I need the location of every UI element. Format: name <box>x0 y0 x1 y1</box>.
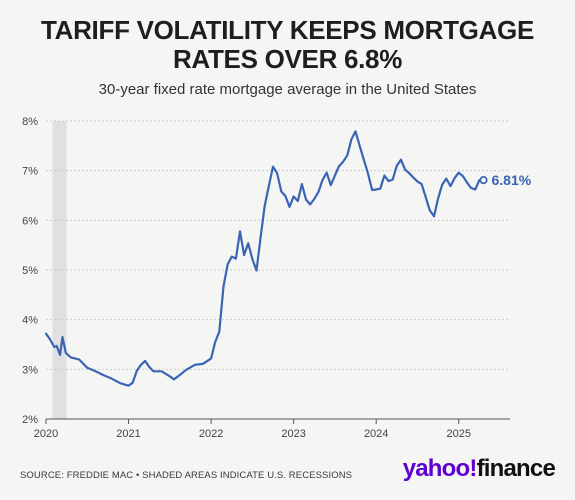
series-layer: 6.81% <box>44 130 532 387</box>
source-note: SOURCE: FREDDIE MAC • SHADED AREAS INDIC… <box>20 470 353 481</box>
x-tick-label: 2024 <box>364 428 388 440</box>
y-tick-label: 8% <box>22 116 38 128</box>
series-line <box>44 130 485 387</box>
y-tick-label: 7% <box>22 166 38 178</box>
x-tick-label: 2025 <box>446 428 470 440</box>
y-tick-label: 5% <box>22 265 38 277</box>
y-tick-label: 2% <box>22 414 38 426</box>
logo-yahoo-text: yahoo! <box>402 455 478 482</box>
chart-subtitle: 30-year fixed rate mortgage average in t… <box>98 81 477 98</box>
chart-title-line2: RATES OVER 6.8% <box>172 44 403 74</box>
y-axis: 2% 3% 4% 5% 6% 7% 8% <box>22 116 38 426</box>
y-tick-label: 6% <box>22 215 38 227</box>
end-point-marker <box>479 176 488 185</box>
line-chart: 2%3%4%5%6%7%8% 2020 2021 2022 2023 2024 2025 … <box>22 116 532 440</box>
x-tick-label: 2023 <box>281 428 305 440</box>
x-tick-label: 2022 <box>199 428 223 440</box>
y-tick-label: 3% <box>22 364 38 376</box>
end-value-label: 6.81% <box>491 172 531 188</box>
y-tick-label: 4% <box>22 315 38 327</box>
chart-title-line1: TARIFF VOLATILITY KEEPS MORTGAGE <box>40 15 535 45</box>
yahoo-finance-logo: yahoo!finance <box>402 455 556 483</box>
logo-finance-text: finance <box>476 455 556 482</box>
x-axis: 2020 2021 2022 2023 2024 2025 <box>34 419 471 440</box>
x-tick-label: 2020 <box>34 428 58 440</box>
chart-title: TARIFF VOLATILITY KEEPS MORTGAGE RATES O… <box>0 16 575 74</box>
x-tick-label: 2021 <box>116 428 140 440</box>
grid-layer <box>46 120 510 420</box>
